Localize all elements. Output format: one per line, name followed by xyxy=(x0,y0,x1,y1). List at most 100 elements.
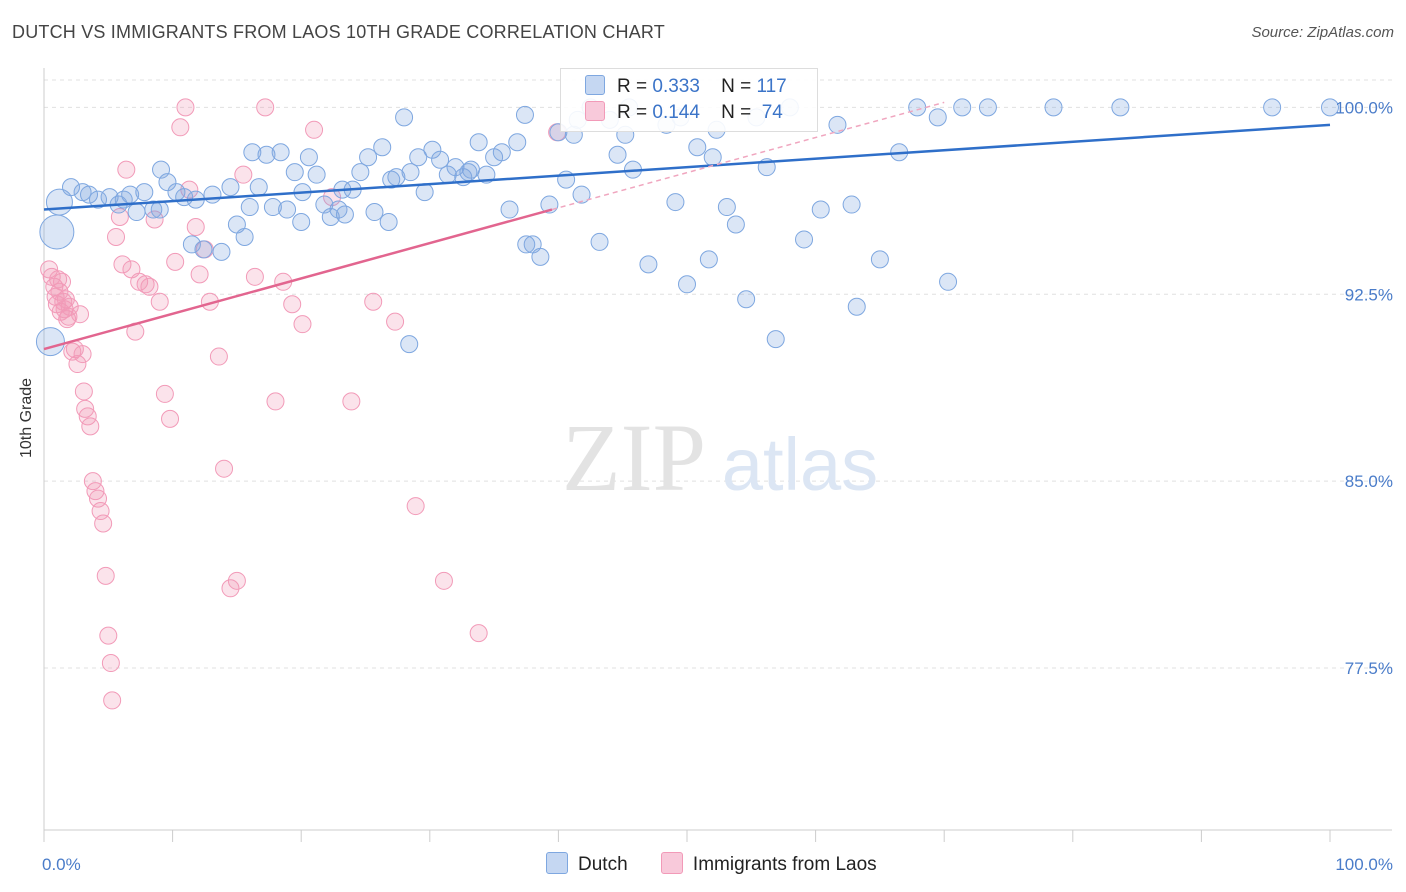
stats-legend: R = 0.333 N = 117 R = 0.144 N = 74 xyxy=(560,68,818,132)
dutch-point xyxy=(235,227,254,246)
dutch-point xyxy=(379,213,398,231)
dutch-point xyxy=(212,242,231,261)
dutch-point xyxy=(928,108,947,127)
legend-row-dutch: R = 0.333 N = 117 xyxy=(585,75,787,101)
dutch-point xyxy=(150,200,169,219)
laos-point xyxy=(176,98,195,117)
dutch-point xyxy=(158,173,177,192)
dutch-point xyxy=(203,185,222,204)
laos-point xyxy=(150,292,169,311)
legend-n-label: N = xyxy=(721,76,752,97)
dutch-point xyxy=(515,105,534,124)
dutch-point xyxy=(271,143,290,162)
laos-point xyxy=(53,272,72,291)
legend-label-dutch: Dutch xyxy=(578,854,628,875)
laos-point xyxy=(245,267,264,286)
watermark-zip: ZIP xyxy=(562,404,706,511)
dutch-point xyxy=(908,98,927,117)
laos-point xyxy=(190,265,209,284)
legend-n-value-dutch: 117 xyxy=(756,76,787,97)
laos-point xyxy=(364,292,383,311)
dutch-point xyxy=(278,200,297,219)
legend-r-value-laos: 0.144 xyxy=(652,102,700,123)
dutch-point xyxy=(335,205,354,224)
dutch-point xyxy=(249,178,268,197)
x-tick-label-max: 100.0% xyxy=(1335,855,1393,874)
dutch-point xyxy=(35,327,65,357)
dutch-point xyxy=(870,250,889,269)
laos-point xyxy=(266,392,285,411)
dutch-point xyxy=(590,232,609,251)
dutch-point xyxy=(572,185,591,204)
laos-point xyxy=(155,384,174,403)
dutch-point xyxy=(766,330,785,349)
dutch-point xyxy=(508,133,527,152)
dutch-point xyxy=(292,213,311,231)
legend-row-laos: R = 0.144 N = 74 xyxy=(585,101,783,127)
dutch-point xyxy=(828,115,847,134)
dutch-point xyxy=(842,195,861,214)
watermark: ZIP atlas xyxy=(562,404,878,511)
dutch-point xyxy=(953,98,972,117)
laos-point xyxy=(386,312,405,331)
dutch-point xyxy=(373,138,392,157)
laos-point xyxy=(227,571,246,590)
dutch-point xyxy=(531,247,550,266)
dutch-point xyxy=(699,250,718,269)
laos-point xyxy=(107,227,126,246)
dutch-point xyxy=(285,163,304,182)
laos-point xyxy=(94,514,113,533)
dutch-point xyxy=(382,170,401,189)
chart-title: DUTCH VS IMMIGRANTS FROM LAOS 10TH GRADE… xyxy=(12,22,665,42)
laos-point xyxy=(60,297,79,316)
dutch-point xyxy=(240,198,259,217)
dutch-point xyxy=(1044,98,1063,117)
y-tick-label: 100.0% xyxy=(1335,98,1393,117)
legend-item-dutch: Dutch xyxy=(546,852,628,876)
dutch-point xyxy=(395,108,414,127)
dutch-point xyxy=(939,272,958,291)
dutch-point xyxy=(500,200,519,219)
dutch-point xyxy=(517,235,536,254)
dutch-point xyxy=(307,165,326,184)
watermark-atlas: atlas xyxy=(722,423,878,506)
dutch-point xyxy=(194,240,213,259)
dutch-point xyxy=(811,200,830,219)
dutch-point xyxy=(127,203,146,222)
laos-trend-line xyxy=(43,208,553,351)
laos-point xyxy=(283,295,302,314)
laos-point xyxy=(342,392,361,411)
tick-labels: 100.0% 92.5% 85.0% 77.5% 0.0% 100.0% xyxy=(42,98,1393,874)
legend-swatch-laos xyxy=(585,101,605,121)
dutch-point xyxy=(365,203,384,222)
dutch-point xyxy=(431,150,450,169)
dutch-point xyxy=(409,148,428,167)
laos-point xyxy=(101,654,120,673)
dutch-point xyxy=(717,198,736,217)
dutch-point xyxy=(62,178,81,197)
dutch-point xyxy=(469,133,488,152)
laos-point xyxy=(209,347,228,366)
x-tick-label-min: 0.0% xyxy=(42,855,81,874)
dutch-point xyxy=(400,335,419,354)
dutch-point xyxy=(299,148,318,167)
dutch-point xyxy=(243,143,262,162)
legend-n-value-laos: 74 xyxy=(756,102,783,123)
laos-point xyxy=(406,497,425,516)
dutch-point xyxy=(89,190,108,209)
axes xyxy=(43,68,1392,842)
laos-point xyxy=(76,399,95,418)
dutch-point xyxy=(221,178,240,197)
dutch-point xyxy=(847,297,866,316)
y-tick-label: 77.5% xyxy=(1345,659,1393,678)
laos-point xyxy=(73,345,92,364)
laos-point xyxy=(221,579,240,598)
dutch-point xyxy=(263,198,282,217)
dutch-point xyxy=(703,148,722,167)
dutch-point xyxy=(1263,98,1282,117)
dutch-points xyxy=(35,98,1339,357)
laos-point xyxy=(256,98,275,117)
legend-r-label: R = xyxy=(617,102,648,123)
laos-point xyxy=(305,120,324,139)
laos-point xyxy=(171,118,190,137)
